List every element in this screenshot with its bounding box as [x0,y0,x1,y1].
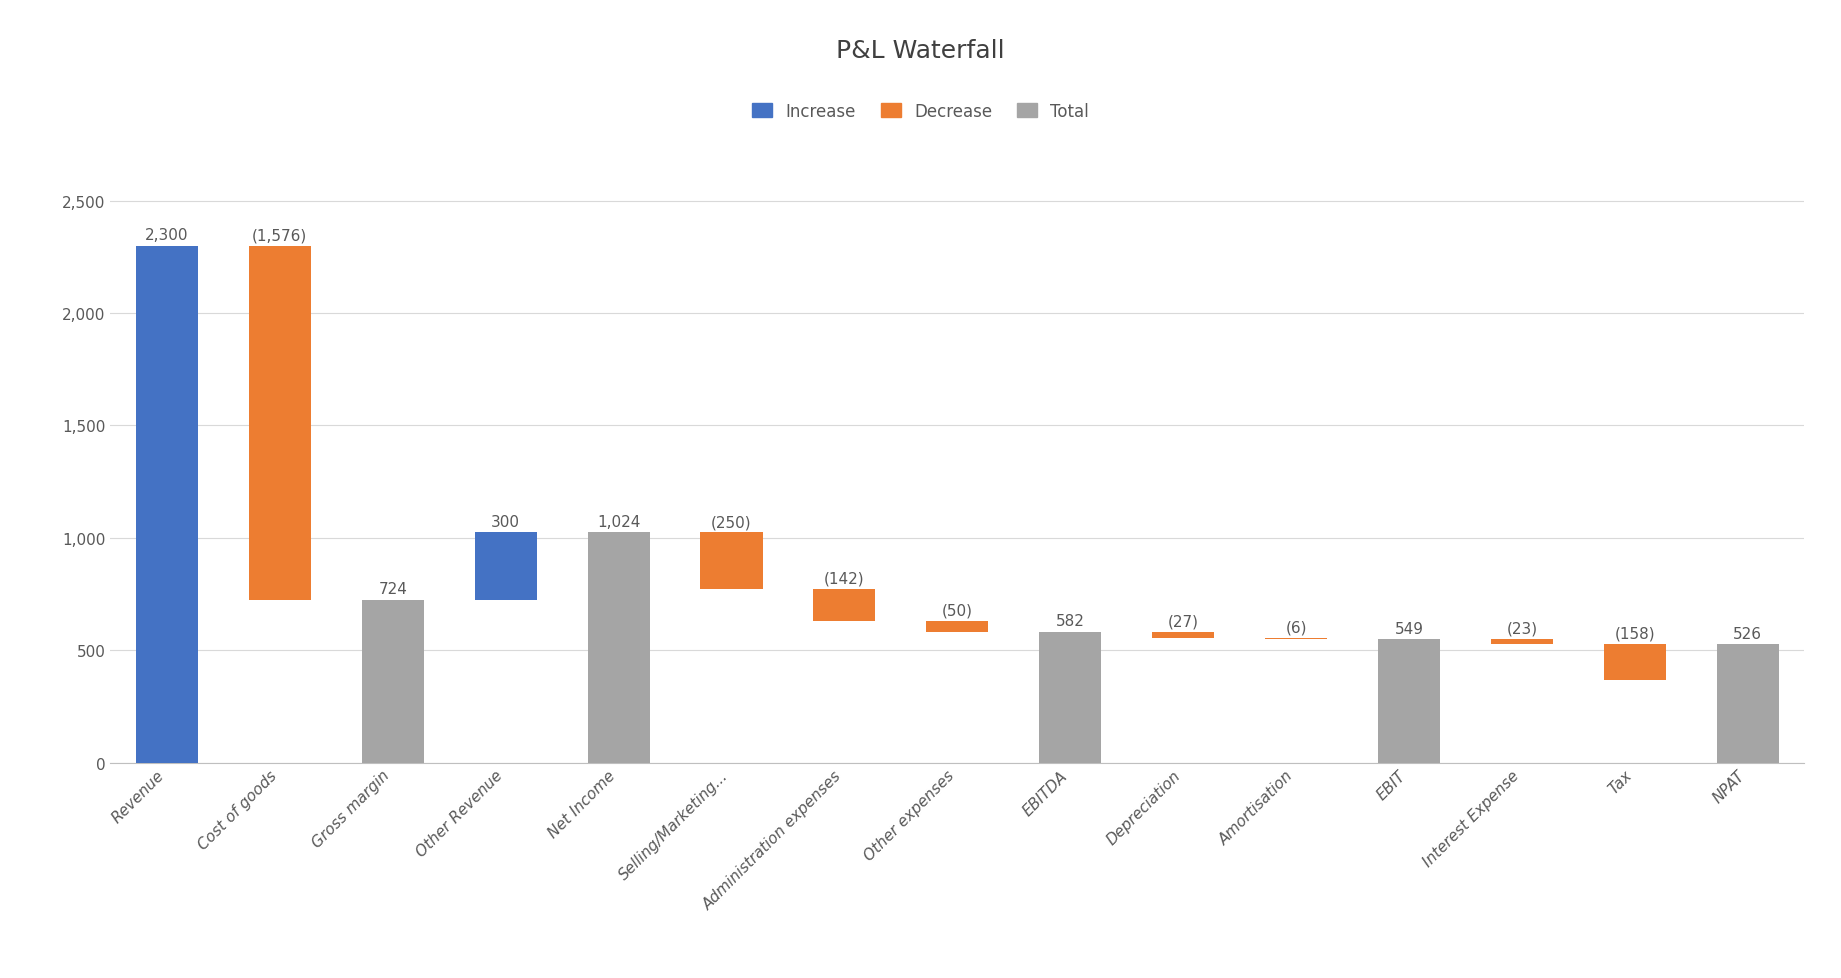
Text: (50): (50) [943,602,972,617]
Text: (27): (27) [1167,614,1198,629]
Bar [1491,640,1554,645]
Bar [587,533,650,763]
Bar [1152,632,1215,639]
Text: (6): (6) [1285,620,1307,635]
Legend: Increase, Decrease, Total: Increase, Decrease, Total [746,97,1095,128]
Text: (142): (142) [825,571,865,586]
Text: P&L Waterfall: P&L Waterfall [836,39,1005,64]
Bar [1377,640,1440,763]
Bar [1038,632,1101,763]
Bar [1604,645,1666,680]
Text: (250): (250) [711,514,751,529]
Text: 582: 582 [1055,614,1084,629]
Text: (23): (23) [1506,621,1537,636]
Bar [361,600,423,763]
Text: (1,576): (1,576) [252,228,307,243]
Bar [249,246,311,600]
Text: 724: 724 [377,582,407,597]
Bar [814,589,876,621]
Bar [700,533,762,589]
Bar [475,533,538,600]
Text: 549: 549 [1394,621,1423,636]
Bar [136,246,199,763]
Bar [926,621,989,632]
Text: 526: 526 [1732,626,1762,642]
Text: (158): (158) [1615,626,1655,642]
Text: 1,024: 1,024 [596,514,641,529]
Text: 300: 300 [492,514,521,529]
Bar [1265,639,1327,640]
Text: 2,300: 2,300 [145,228,188,243]
Bar [1716,645,1778,763]
